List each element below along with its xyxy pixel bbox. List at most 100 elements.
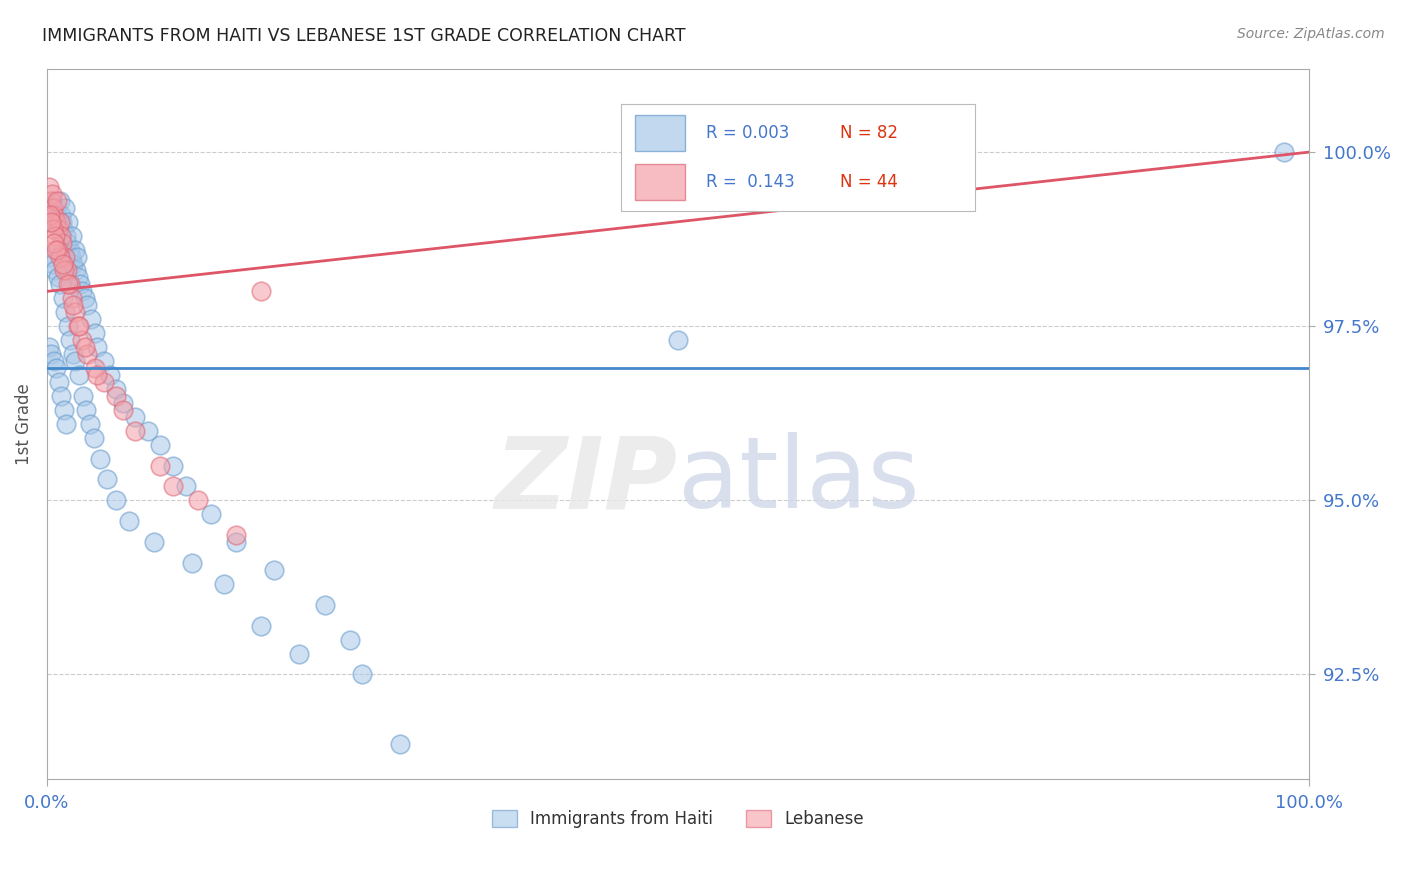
Immigrants from Haiti [45, 361, 67, 376]
Lebanese [53, 250, 76, 264]
Lebanese [41, 186, 63, 201]
Lebanese [105, 389, 128, 403]
Immigrants from Haiti [124, 409, 146, 424]
Immigrants from Haiti [58, 215, 80, 229]
Immigrants from Haiti [67, 368, 90, 382]
Immigrants from Haiti [389, 737, 412, 751]
Immigrants from Haiti [49, 208, 72, 222]
Immigrants from Haiti [72, 389, 94, 403]
Lebanese [111, 402, 134, 417]
Immigrants from Haiti [41, 194, 63, 208]
Immigrants from Haiti [79, 417, 101, 431]
Immigrants from Haiti [55, 417, 77, 431]
Immigrants from Haiti [70, 285, 93, 299]
Immigrants from Haiti [75, 402, 97, 417]
Immigrants from Haiti [56, 319, 79, 334]
Immigrants from Haiti [45, 201, 67, 215]
Lebanese [86, 368, 108, 382]
Lebanese [44, 228, 66, 243]
Immigrants from Haiti [44, 215, 66, 229]
Immigrants from Haiti [83, 326, 105, 341]
Immigrants from Haiti [39, 347, 62, 361]
Immigrants from Haiti [200, 508, 222, 522]
Immigrants from Haiti [339, 632, 361, 647]
Immigrants from Haiti [53, 305, 76, 319]
Immigrants from Haiti [51, 389, 73, 403]
Immigrants from Haiti [89, 451, 111, 466]
Immigrants from Haiti [105, 382, 128, 396]
Immigrants from Haiti [86, 340, 108, 354]
Immigrants from Haiti [83, 431, 105, 445]
Lebanese [39, 208, 62, 222]
Lebanese [187, 493, 209, 508]
Immigrants from Haiti [118, 514, 141, 528]
Immigrants from Haiti [46, 215, 69, 229]
Lebanese [162, 479, 184, 493]
Immigrants from Haiti [49, 277, 72, 292]
Immigrants from Haiti [80, 312, 103, 326]
Lebanese [38, 180, 60, 194]
Text: atlas: atlas [678, 432, 920, 529]
Immigrants from Haiti [149, 437, 172, 451]
Immigrants from Haiti [263, 563, 285, 577]
Lebanese [149, 458, 172, 473]
Immigrants from Haiti [41, 256, 63, 270]
Immigrants from Haiti [65, 354, 87, 368]
Text: Source: ZipAtlas.com: Source: ZipAtlas.com [1237, 27, 1385, 41]
Immigrants from Haiti [288, 647, 311, 661]
Lebanese [93, 375, 115, 389]
Lebanese [41, 221, 63, 235]
Immigrants from Haiti [250, 618, 273, 632]
Text: IMMIGRANTS FROM HAITI VS LEBANESE 1ST GRADE CORRELATION CHART: IMMIGRANTS FROM HAITI VS LEBANESE 1ST GR… [42, 27, 686, 45]
Immigrants from Haiti [38, 340, 60, 354]
Immigrants from Haiti [67, 270, 90, 285]
Immigrants from Haiti [111, 396, 134, 410]
Immigrants from Haiti [314, 598, 336, 612]
Immigrants from Haiti [76, 298, 98, 312]
Immigrants from Haiti [62, 347, 84, 361]
Immigrants from Haiti [136, 424, 159, 438]
Immigrants from Haiti [48, 375, 70, 389]
Lebanese [70, 333, 93, 347]
Y-axis label: 1st Grade: 1st Grade [15, 383, 32, 465]
Immigrants from Haiti [93, 354, 115, 368]
Immigrants from Haiti [143, 535, 166, 549]
Immigrants from Haiti [174, 479, 197, 493]
Immigrants from Haiti [51, 215, 73, 229]
Lebanese [63, 305, 86, 319]
Lebanese [67, 319, 90, 334]
Immigrants from Haiti [56, 235, 79, 250]
Immigrants from Haiti [212, 577, 235, 591]
Lebanese [67, 319, 90, 334]
Immigrants from Haiti [162, 458, 184, 473]
Immigrants from Haiti [52, 402, 75, 417]
Immigrants from Haiti [66, 250, 89, 264]
Immigrants from Haiti [52, 291, 75, 305]
Immigrants from Haiti [38, 201, 60, 215]
Immigrants from Haiti [60, 228, 83, 243]
Immigrants from Haiti [42, 354, 65, 368]
Lebanese [44, 208, 66, 222]
Legend: Immigrants from Haiti, Lebanese: Immigrants from Haiti, Lebanese [485, 803, 870, 835]
Lebanese [62, 298, 84, 312]
Immigrants from Haiti [105, 493, 128, 508]
Immigrants from Haiti [65, 263, 87, 277]
Lebanese [250, 285, 273, 299]
Immigrants from Haiti [48, 194, 70, 208]
Lebanese [39, 194, 62, 208]
Lebanese [59, 277, 82, 292]
Lebanese [51, 235, 73, 250]
Immigrants from Haiti [53, 201, 76, 215]
Immigrants from Haiti [352, 667, 374, 681]
Immigrants from Haiti [63, 243, 86, 257]
Immigrants from Haiti [55, 228, 77, 243]
Lebanese [46, 221, 69, 235]
Text: ZIP: ZIP [495, 432, 678, 529]
Immigrants from Haiti [52, 221, 75, 235]
Immigrants from Haiti [666, 333, 689, 347]
Lebanese [60, 291, 83, 305]
Lebanese [45, 243, 67, 257]
Immigrants from Haiti [181, 556, 204, 570]
Lebanese [46, 243, 69, 257]
Immigrants from Haiti [46, 208, 69, 222]
